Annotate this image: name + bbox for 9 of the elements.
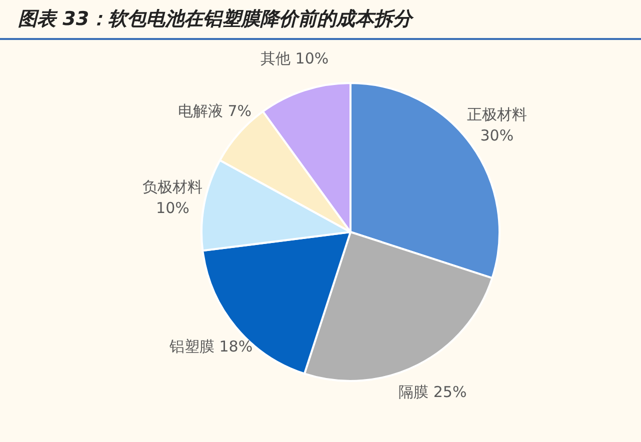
slice-label: 正极材料	[466, 106, 527, 124]
data-label: 10%	[156, 198, 190, 217]
slice-label: 负极材料	[142, 178, 203, 196]
slice-label: 隔膜 25%	[398, 383, 467, 402]
slice-label: 电解液 7%	[178, 102, 252, 120]
slice-label: 铝塑膜 18%	[168, 337, 253, 356]
data-label: 30%	[480, 126, 514, 144]
slice-label: 其他 10%	[260, 50, 329, 68]
chart-title: 图表 33：软包电池在铝塑膜降价前的成本拆分	[0, 0, 641, 40]
